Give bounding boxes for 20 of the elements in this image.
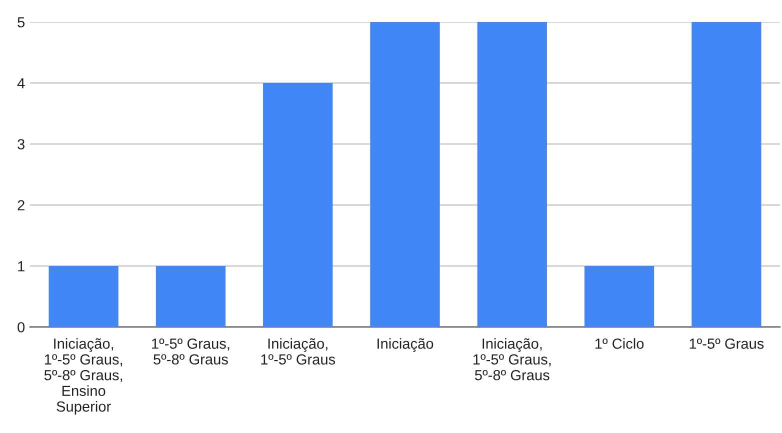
y-tick-label: 0 [18, 322, 25, 332]
bar [48, 266, 118, 327]
x-tick-label: 1º-5º Graus, 5º-8º Graus [152, 338, 230, 365]
x-tick-label: 1º-5º Graus [690, 338, 764, 349]
y-tick-label: 2 [18, 200, 24, 210]
x-tick-label: Iniciação, 1º-5º Graus [261, 338, 336, 365]
x-tick-label: Iniciação [378, 338, 434, 352]
bar [370, 22, 440, 327]
x-tick-label: Iniciação, 1º-5º Graus, 5º-8º Graus [473, 338, 551, 380]
x-tick-label: Iniciação, 1º-5º Graus, 5º-8º Graus, Ensino Superior [44, 338, 122, 415]
y-tick-label: 5 [18, 17, 25, 28]
bar [263, 83, 333, 327]
bar [584, 266, 654, 327]
bar [477, 22, 547, 327]
x-tick-label: 1º Ciclo [595, 338, 644, 349]
bar [156, 266, 226, 327]
y-tick-label: 3 [18, 139, 24, 150]
y-tick-label: 4 [17, 78, 25, 88]
bar [692, 22, 762, 327]
y-tick-label: 1 [18, 261, 24, 272]
